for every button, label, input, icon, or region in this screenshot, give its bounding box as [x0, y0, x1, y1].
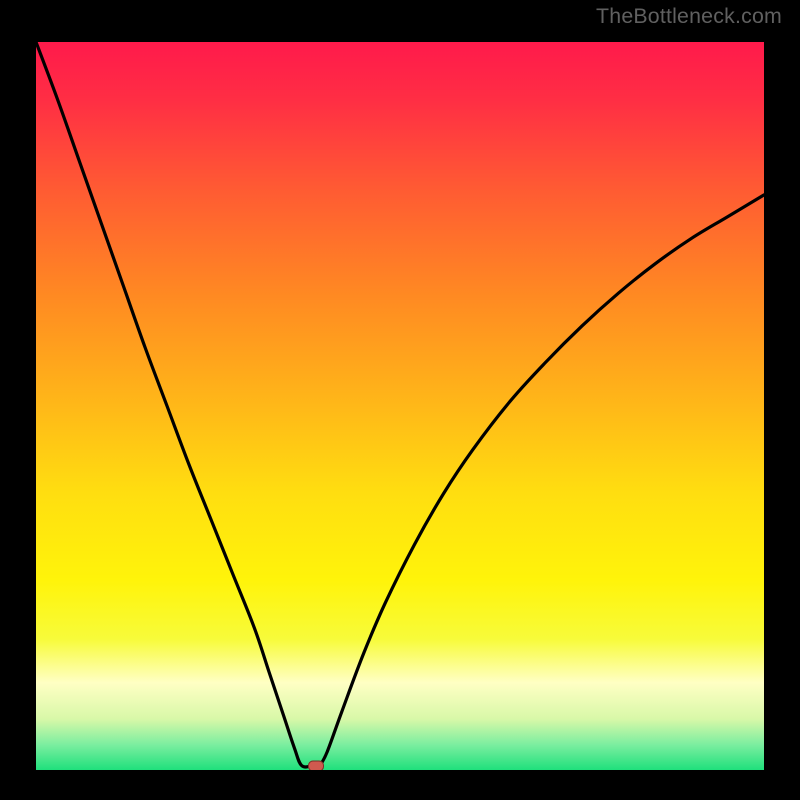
curve-right-path: [320, 195, 764, 766]
optimal-point-marker: [308, 760, 324, 770]
chart-container: TheBottleneck.com: [0, 0, 800, 800]
curve-left-path: [36, 42, 313, 767]
plot-area: [36, 42, 764, 770]
bottleneck-curve: [36, 42, 764, 770]
